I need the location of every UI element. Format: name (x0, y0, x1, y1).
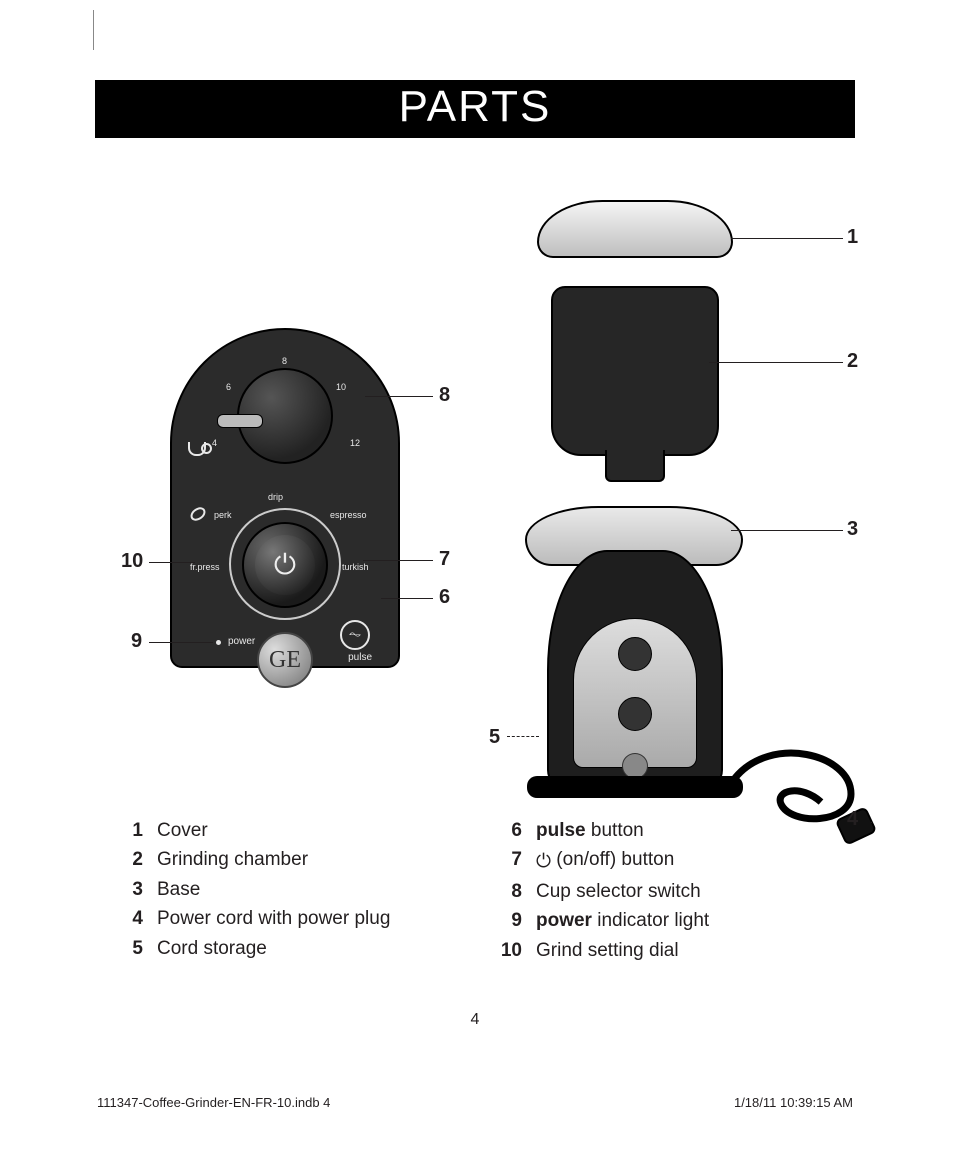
grind-turkish: turkish (342, 562, 369, 572)
pulse-button: ⏦ (340, 620, 370, 650)
callout-line-3 (731, 530, 843, 531)
callout-9: 9 (131, 630, 142, 653)
footer-timestamp: 1/18/11 10:39:15 AM (734, 1095, 853, 1110)
footer-filename: 111347-Coffee-Grinder-EN-FR-10.indb 4 (97, 1095, 330, 1110)
part-cover (537, 200, 733, 258)
legend-row-2: 2Grinding chamber (117, 845, 454, 874)
legend-row-7: 7⏻ (on/off) button (496, 845, 833, 876)
mini-power-button (618, 697, 652, 731)
cup-tick-4: 4 (212, 438, 217, 448)
legend-row-1: 1Cover (117, 816, 454, 845)
power-icon: ⏻ (255, 535, 315, 595)
callout-line-7 (363, 560, 433, 561)
ge-logo: GE (257, 632, 313, 688)
callout-1: 1 (847, 226, 858, 249)
callout-5: 5 (489, 726, 500, 749)
cup-icon (188, 442, 206, 456)
legend-row-4: 4Power cord with power plug (117, 904, 454, 933)
callout-line-10 (149, 562, 195, 563)
cup-tick-12: 12 (350, 438, 360, 448)
callout-10: 10 (121, 550, 143, 573)
callout-line-1 (731, 238, 843, 239)
power-button: ⏻ (242, 522, 328, 608)
cup-tick-10: 10 (336, 382, 346, 392)
pulse-label: pulse (348, 652, 372, 663)
callout-line-5 (507, 736, 539, 737)
legend-row-8: 8Cup selector switch (496, 877, 833, 906)
control-panel-illustration: 6 8 10 4 12 drip perk espresso fr.press … (170, 328, 400, 668)
callout-line-9 (149, 642, 213, 643)
legend-row-3: 3Base (117, 875, 454, 904)
power-label: power (228, 636, 255, 647)
callout-line-8 (365, 396, 433, 397)
part-base-foot (527, 776, 743, 798)
legend-col-2: 6pulse button 7⏻ (on/off) button 8Cup se… (496, 816, 833, 965)
page-footer: 111347-Coffee-Grinder-EN-FR-10.indb 4 1/… (95, 1095, 855, 1110)
power-icon-inline: ⏻ (536, 847, 551, 876)
callout-4: 4 (847, 808, 858, 831)
bean-icon (188, 506, 207, 523)
callout-8: 8 (439, 384, 450, 407)
grind-frpress: fr.press (190, 562, 220, 572)
cup-tick-6: 6 (226, 382, 231, 392)
grind-drip: drip (268, 492, 283, 502)
callout-2: 2 (847, 350, 858, 373)
legend-col-1: 1Cover 2Grinding chamber 3Base 4Power co… (117, 816, 454, 965)
power-indicator-light (216, 640, 221, 645)
callout-3: 3 (847, 518, 858, 541)
callout-line-2 (709, 362, 843, 363)
callout-6: 6 (439, 586, 450, 609)
callout-line-4 (871, 822, 872, 823)
parts-legend: 1Cover 2Grinding chamber 3Base 4Power co… (95, 816, 855, 965)
crop-mark-top (93, 10, 94, 50)
part-grinding-chamber (551, 286, 719, 456)
page-title: PARTS (95, 80, 855, 138)
page-number: 4 (95, 1011, 855, 1029)
legend-row-9: 9power indicator light (496, 906, 833, 935)
cup-tick-8: 8 (282, 356, 287, 366)
cup-selector-dial (237, 368, 333, 464)
legend-row-5: 5Cord storage (117, 934, 454, 963)
legend-row-10: 10Grind setting dial (496, 936, 833, 965)
grind-espresso: espresso (330, 510, 367, 520)
mini-control-plate (573, 618, 697, 768)
callout-line-6 (381, 598, 433, 599)
manual-page: PARTS 6 8 10 4 12 drip perk espresso fr.… (95, 60, 855, 1100)
mini-cup-dial (618, 637, 652, 671)
callout-7: 7 (439, 548, 450, 571)
parts-diagram: 6 8 10 4 12 drip perk espresso fr.press … (95, 138, 855, 798)
grind-perk: perk (214, 510, 232, 520)
